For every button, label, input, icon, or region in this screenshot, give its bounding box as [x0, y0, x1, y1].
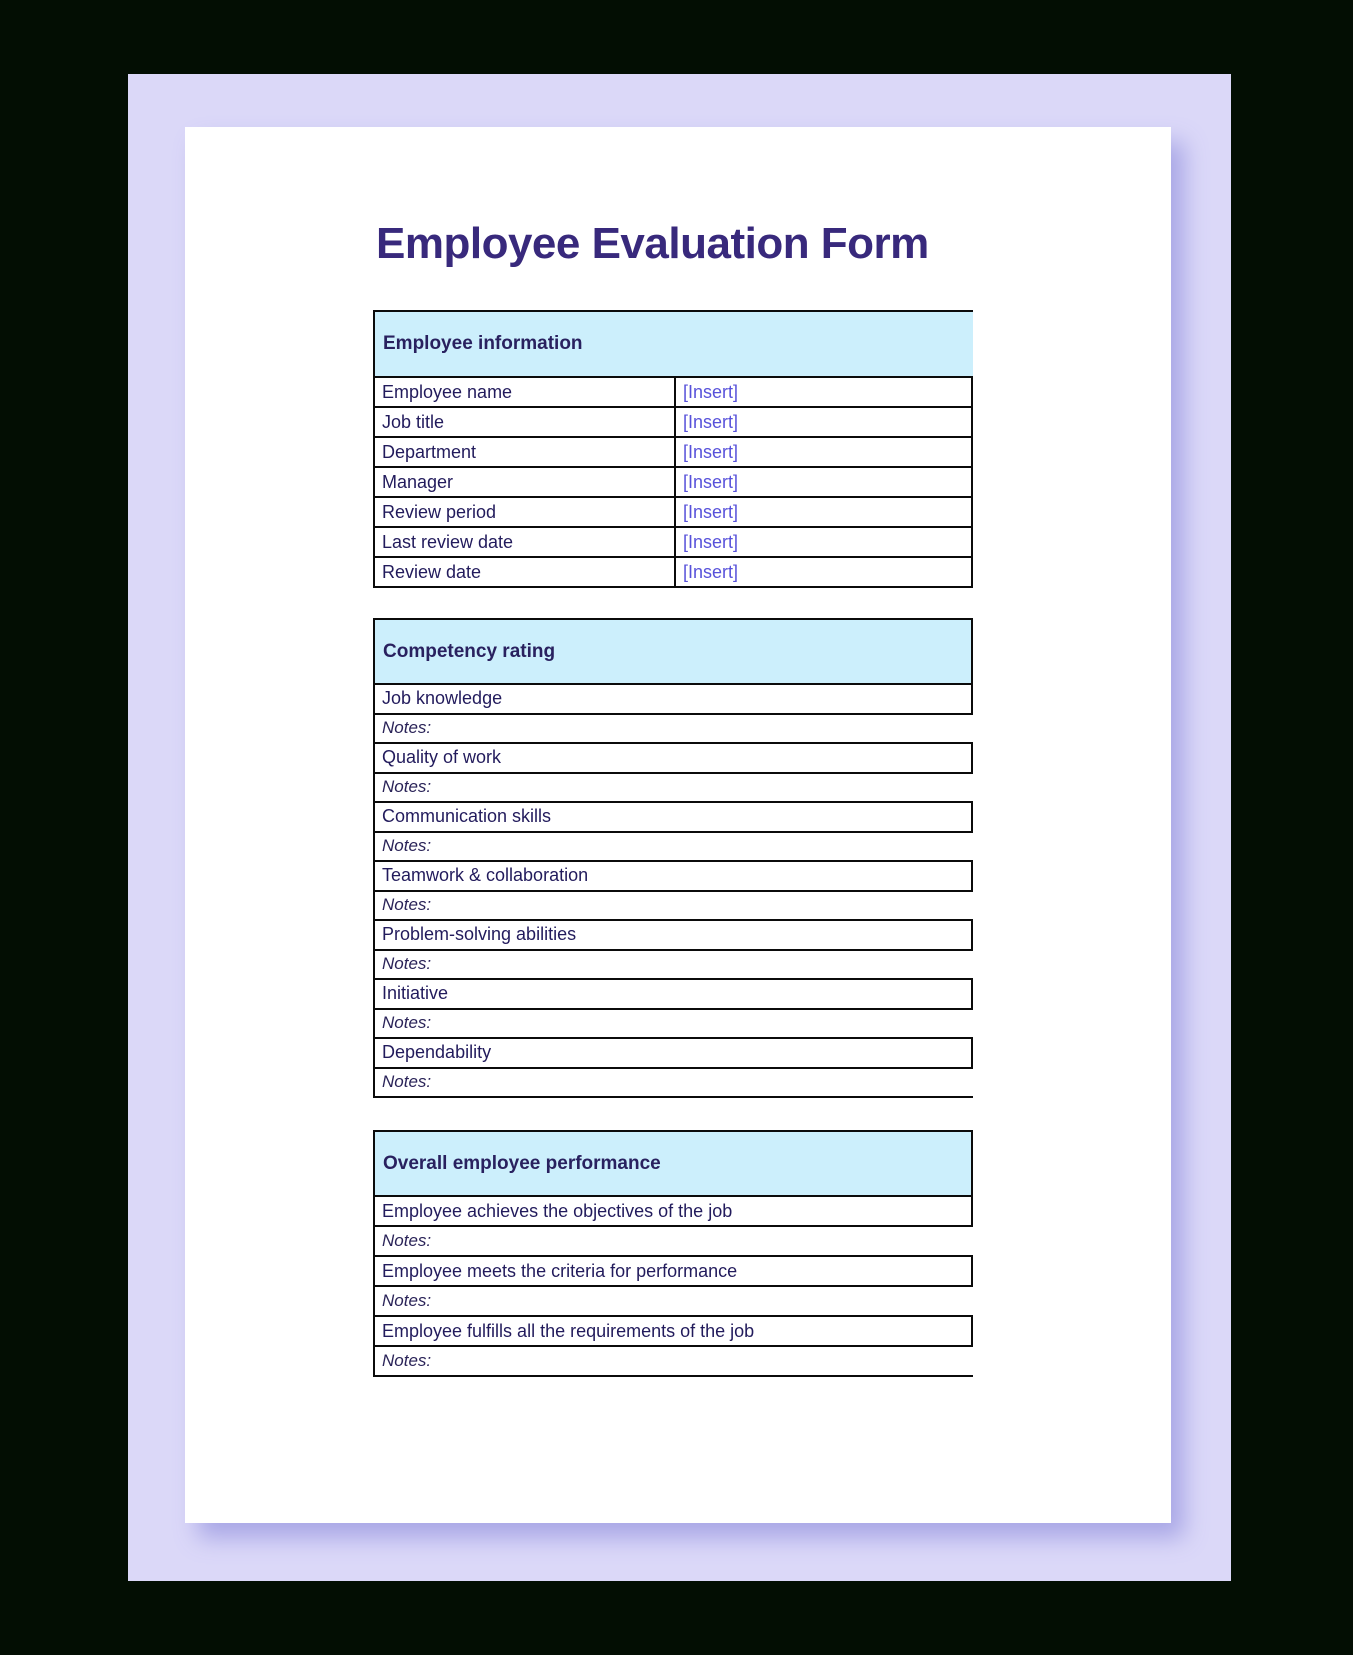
- table-row: Job title [Insert]: [373, 408, 973, 438]
- department-field[interactable]: [Insert]: [683, 441, 739, 462]
- performance-row: Employee meets the criteria for performa…: [373, 1257, 973, 1287]
- review-period-field[interactable]: [Insert]: [683, 501, 739, 522]
- notes-field[interactable]: Notes:: [373, 773, 973, 803]
- field-label: Review date: [375, 558, 676, 586]
- competency-row: Job knowledge: [373, 685, 973, 715]
- field-label: Manager: [375, 468, 676, 496]
- review-date-field[interactable]: [Insert]: [683, 561, 739, 582]
- competency-rating-header: Competency rating: [373, 618, 973, 685]
- field-label: Employee name: [375, 378, 676, 406]
- competency-rating-table: Competency rating Job knowledge Notes: Q…: [373, 618, 973, 1098]
- employee-information-header: Employee information: [373, 310, 973, 378]
- competency-row: Teamwork & collaboration: [373, 862, 973, 892]
- notes-field[interactable]: Notes:: [373, 714, 973, 744]
- competency-row: Problem-solving abilities: [373, 921, 973, 951]
- competency-row: Communication skills: [373, 803, 973, 833]
- competency-row: Dependability: [373, 1039, 973, 1069]
- table-row: Department [Insert]: [373, 438, 973, 468]
- field-label: Department: [375, 438, 676, 466]
- field-label: Job title: [375, 408, 676, 436]
- notes-field[interactable]: Notes:: [373, 1009, 973, 1039]
- performance-row: Employee fulfills all the requirements o…: [373, 1317, 973, 1347]
- document-page: Employee Evaluation Form Employee inform…: [185, 127, 1171, 1523]
- notes-field[interactable]: Notes:: [373, 891, 973, 921]
- manager-field[interactable]: [Insert]: [683, 471, 739, 492]
- notes-field[interactable]: Notes:: [373, 1287, 973, 1317]
- last-review-date-field[interactable]: [Insert]: [683, 531, 739, 552]
- performance-row: Employee achieves the objectives of the …: [373, 1197, 973, 1227]
- table-row: Manager [Insert]: [373, 468, 973, 498]
- job-title-field[interactable]: [Insert]: [683, 411, 739, 432]
- competency-row: Quality of work: [373, 744, 973, 774]
- notes-field[interactable]: Notes:: [373, 950, 973, 980]
- table-row: Employee name [Insert]: [373, 378, 973, 408]
- lavender-mat: Employee Evaluation Form Employee inform…: [128, 74, 1231, 1581]
- competency-row: Initiative: [373, 980, 973, 1010]
- notes-field[interactable]: Notes:: [373, 1068, 973, 1098]
- field-label: Last review date: [375, 528, 676, 556]
- overall-performance-header: Overall employee performance: [373, 1130, 973, 1197]
- table-row: Review date [Insert]: [373, 558, 973, 588]
- field-label: Review period: [375, 498, 676, 526]
- overall-performance-table: Overall employee performance Employee ac…: [373, 1130, 973, 1377]
- page-title: Employee Evaluation Form: [376, 219, 929, 268]
- employee-information-table: Employee information Employee name [Inse…: [373, 310, 973, 588]
- notes-field[interactable]: Notes:: [373, 1227, 973, 1257]
- table-row: Last review date [Insert]: [373, 528, 973, 558]
- table-row: Review period [Insert]: [373, 498, 973, 528]
- employee-name-field[interactable]: [Insert]: [683, 381, 739, 402]
- notes-field[interactable]: Notes:: [373, 832, 973, 862]
- notes-field[interactable]: Notes:: [373, 1347, 973, 1377]
